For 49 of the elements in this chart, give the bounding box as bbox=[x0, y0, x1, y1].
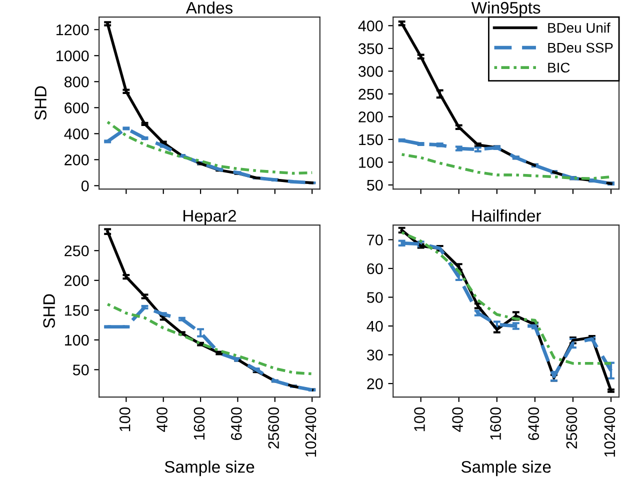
x-tick-label: 400 bbox=[452, 407, 463, 432]
y-tick-label: 0 bbox=[81, 180, 89, 192]
x-tick-label: 25600 bbox=[268, 407, 280, 448]
y-tick-label: 100 bbox=[65, 334, 89, 346]
y-tick-label: 400 bbox=[64, 128, 89, 140]
y-tick-label: 200 bbox=[64, 275, 89, 286]
y-tick-label: 60 bbox=[367, 263, 383, 274]
x-tick-label: 1600 bbox=[490, 407, 502, 440]
x-axis-title: Sample size bbox=[461, 460, 551, 476]
x-tick-label: 102400 bbox=[604, 407, 616, 457]
legend-label: BIC bbox=[548, 62, 570, 73]
y-tick-label: 150 bbox=[359, 134, 383, 146]
y-tick-label: 200 bbox=[358, 112, 383, 122]
chart-title: Win95pts bbox=[471, 1, 540, 18]
x-tick-label: 400 bbox=[156, 407, 168, 432]
y-tick-label: 250 bbox=[64, 245, 89, 256]
x-tick-label: 25600 bbox=[566, 407, 578, 448]
x-tick-label: 1600 bbox=[194, 407, 205, 440]
y-tick-label: 200 bbox=[64, 154, 89, 166]
y-axis-title: SHD bbox=[34, 86, 47, 120]
y-tick-label: 1000 bbox=[56, 50, 89, 62]
legend-label: BDeu SSP bbox=[548, 42, 613, 53]
x-tick-label: 100 bbox=[414, 407, 425, 432]
chart-title: Andes bbox=[186, 1, 233, 14]
y-tick-label: 150 bbox=[65, 305, 89, 316]
y-tick-label: 50 bbox=[367, 180, 383, 191]
y-axis-title: SHD bbox=[43, 294, 56, 328]
y-tick-label: 20 bbox=[367, 378, 383, 390]
x-axis-title: Sample size bbox=[164, 460, 254, 476]
y-tick-label: 30 bbox=[366, 350, 383, 360]
chart-title: Hepar2 bbox=[184, 210, 236, 226]
x-tick-label: 100 bbox=[119, 407, 130, 432]
chart-title: Hailfinder bbox=[472, 209, 541, 222]
y-tick-label: 50 bbox=[367, 292, 383, 303]
y-tick-label: 350 bbox=[358, 43, 383, 54]
y-tick-label: 300 bbox=[358, 66, 383, 77]
y-tick-label: 250 bbox=[358, 88, 383, 100]
y-tick-label: 800 bbox=[64, 76, 89, 88]
x-tick-label: 6400 bbox=[528, 407, 540, 440]
x-tick-label: 102400 bbox=[305, 407, 316, 457]
y-tick-label: 400 bbox=[358, 20, 383, 32]
y-tick-label: 40 bbox=[366, 320, 383, 332]
y-tick-label: 70 bbox=[367, 234, 383, 246]
y-tick-label: 1200 bbox=[56, 24, 89, 36]
x-tick-label: 6400 bbox=[231, 407, 242, 440]
y-tick-label: 50 bbox=[72, 364, 89, 376]
y-tick-label: 600 bbox=[64, 102, 89, 114]
y-tick-label: 100 bbox=[359, 157, 383, 168]
legend-label: BDeu Unif bbox=[548, 22, 610, 33]
